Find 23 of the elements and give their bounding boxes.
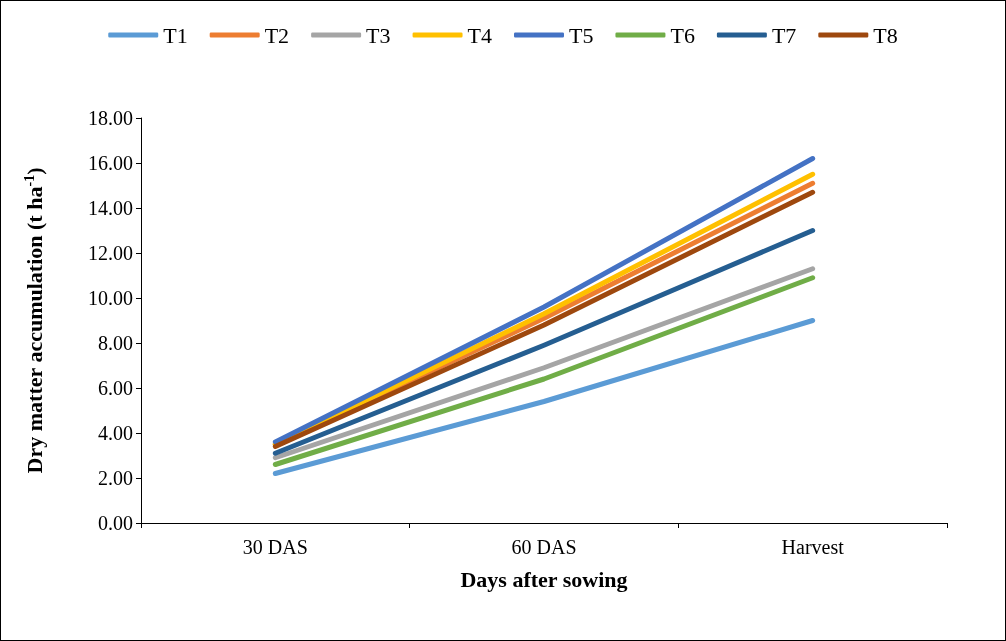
legend-label: T7 [771, 22, 797, 48]
y-tick-label: 6.00 [98, 377, 133, 399]
y-tick-label: 14.00 [88, 197, 133, 219]
y-tick-label: 12.00 [88, 242, 133, 264]
y-axis-title: Dry matter accumulation (t ha-1) [21, 167, 47, 474]
legend-label: T4 [467, 22, 493, 48]
y-tick-label: 16.00 [88, 152, 133, 174]
y-tick-label: 0.00 [98, 512, 133, 534]
x-axis-title: Days after sowing [460, 566, 628, 592]
y-tick-label: 8.00 [98, 332, 133, 354]
x-tick-label: 60 DAS [511, 536, 577, 558]
legend-label: T6 [670, 22, 695, 48]
legend-label: T2 [264, 22, 290, 48]
legend-label: T3 [366, 22, 391, 48]
y-tick-label: 4.00 [98, 422, 133, 444]
x-tick-label: Harvest [781, 536, 845, 558]
legend-label: T1 [163, 22, 188, 48]
legend-label: T8 [873, 22, 898, 48]
y-tick-label: 10.00 [88, 287, 133, 309]
y-tick-label: 18.00 [88, 107, 133, 129]
y-tick-label: 2.00 [98, 467, 133, 489]
legend-label: T5 [569, 22, 594, 48]
x-tick-label: 30 DAS [242, 536, 308, 558]
